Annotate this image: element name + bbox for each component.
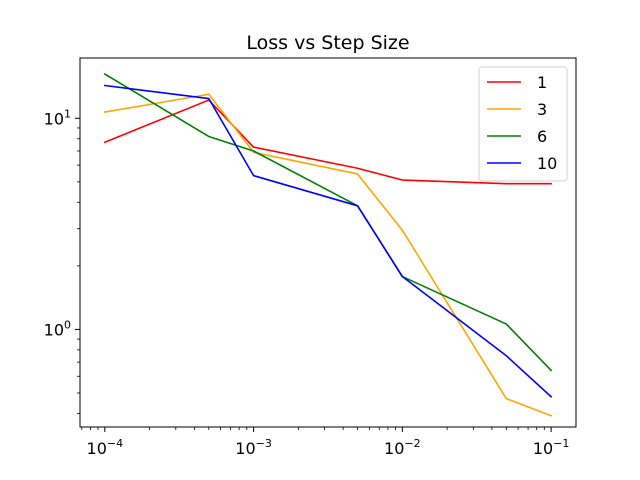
y-tick-label: 101 [44, 107, 71, 128]
legend-label-6: 6 [537, 127, 547, 146]
x-tick-label: 10−3 [235, 437, 272, 458]
x-tick-label: 10−2 [384, 437, 421, 458]
legend: 1 3 6 10 [478, 66, 568, 182]
x-tick-label: 10−1 [533, 437, 570, 458]
series-line-10 [103, 84, 553, 398]
legend-label-1: 1 [537, 73, 547, 92]
axis-ticks: 10−4 10−3 10−2 10−1 100 101 [44, 107, 570, 458]
y-tick-label: 100 [44, 318, 71, 339]
x-tick-label: 10−4 [87, 437, 124, 458]
series-lines [103, 72, 553, 417]
legend-label-3: 3 [537, 100, 547, 119]
chart-title: Loss vs Step Size [246, 32, 409, 54]
legend-box [478, 66, 568, 182]
plot-frame [79, 57, 577, 428]
legend-label-10: 10 [537, 154, 557, 173]
series-line-3 [103, 93, 553, 417]
